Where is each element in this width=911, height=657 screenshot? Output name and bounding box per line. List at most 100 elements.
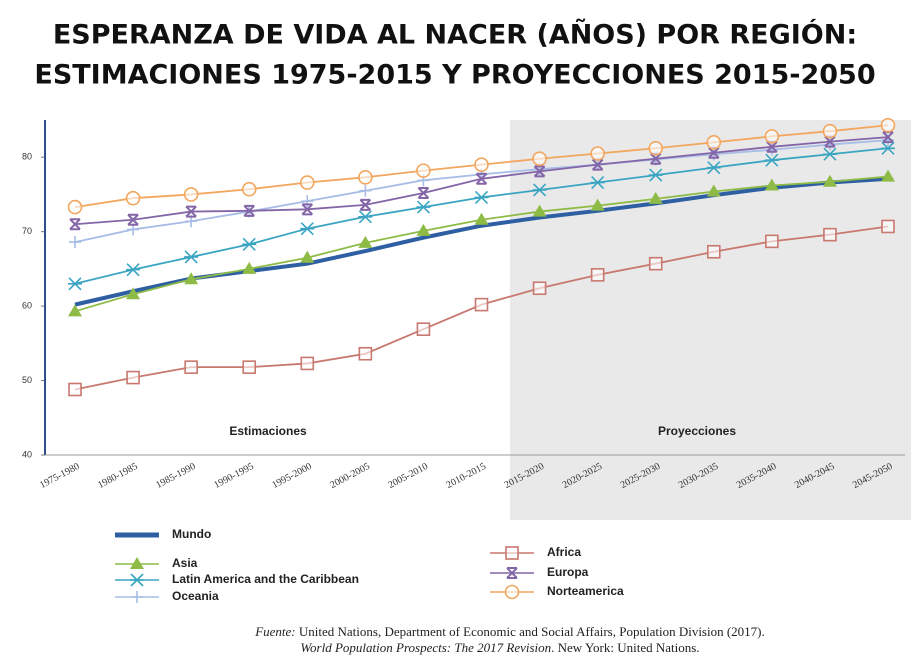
- marker-part: [301, 203, 313, 216]
- marker: [474, 157, 489, 172]
- marker-part: [823, 227, 837, 242]
- source-part: United Nations, Department of Economic a…: [296, 624, 765, 639]
- marker: [474, 212, 489, 225]
- marker-part: [590, 175, 605, 190]
- marker: [242, 360, 257, 374]
- marker: [358, 210, 373, 224]
- marker-part: [706, 135, 722, 150]
- marker-part: [474, 157, 489, 172]
- marker-part: [68, 304, 82, 317]
- marker-part: [590, 146, 605, 161]
- marker-part: [359, 198, 372, 211]
- marker-part: [882, 131, 894, 144]
- marker: [416, 200, 431, 214]
- marker-part: [532, 151, 547, 167]
- marker: [882, 131, 894, 144]
- x-tick-label: 2005-2010: [386, 461, 429, 491]
- marker: [358, 170, 373, 185]
- legend-label: Europa: [547, 565, 589, 579]
- marker: [706, 244, 721, 259]
- x-tick-label: 1995-2000: [270, 461, 313, 491]
- source-part: Fuente:: [254, 624, 295, 639]
- marker: [648, 256, 663, 271]
- marker-part: [706, 244, 721, 259]
- marker: [881, 141, 895, 155]
- source-part: . New York: United Nations.: [551, 640, 699, 655]
- marker-part: [130, 557, 144, 569]
- marker-part: [532, 204, 547, 217]
- x-tick-label: 2000-2005: [328, 461, 371, 491]
- marker: [69, 236, 81, 249]
- legend-label: Mundo: [172, 527, 211, 541]
- marker-part: [358, 346, 373, 361]
- marker: [127, 213, 139, 226]
- marker: [881, 169, 895, 182]
- marker-part: [242, 237, 257, 251]
- marker-part: [300, 250, 315, 263]
- marker: [823, 227, 837, 242]
- marker-part: [69, 236, 81, 249]
- legend-marker: [130, 573, 144, 587]
- marker: [881, 219, 895, 234]
- marker-part: [183, 187, 199, 202]
- marker-part: [358, 235, 373, 248]
- marker: [300, 250, 315, 263]
- marker: [126, 263, 141, 277]
- marker-part: [126, 370, 140, 385]
- marker-part: [474, 297, 489, 312]
- marker-part: [533, 165, 546, 178]
- marker-part: [184, 272, 199, 285]
- marker: [184, 272, 199, 285]
- legend-marker: [505, 546, 519, 560]
- marker-part: [706, 161, 721, 175]
- marker: [67, 199, 83, 215]
- marker-part: [881, 169, 895, 182]
- legend-marker: [506, 567, 518, 579]
- marker: [417, 186, 430, 199]
- marker-part: [184, 250, 199, 264]
- marker: [648, 140, 664, 156]
- legend-label: Oceania: [172, 589, 219, 603]
- marker: [242, 237, 257, 251]
- marker: [822, 174, 837, 187]
- marker-part: [243, 204, 255, 217]
- legend-label: Latin America and the Caribbean: [172, 572, 359, 586]
- marker: [590, 175, 605, 190]
- marker-part: [416, 322, 431, 336]
- marker: [590, 198, 605, 211]
- marker: [764, 153, 779, 167]
- marker-part: [416, 163, 431, 178]
- marker-part: [241, 181, 257, 197]
- x-tick-label: 1985-1990: [154, 461, 197, 491]
- marker: [822, 123, 838, 139]
- marker: [880, 117, 896, 133]
- marker-part: [765, 234, 779, 249]
- projection-area: [510, 120, 911, 520]
- marker-part: [299, 175, 315, 190]
- marker: [126, 370, 140, 385]
- marker-part: [648, 168, 663, 182]
- marker-part: [416, 200, 431, 214]
- marker-part: [822, 147, 837, 161]
- y-tick-label: 60: [22, 300, 32, 310]
- y-tick-label: 50: [22, 375, 32, 385]
- source: Fuente: United Nations, Department of Ec…: [254, 624, 765, 639]
- annotation: Estimaciones: [229, 424, 307, 438]
- legend-marker: [130, 557, 144, 569]
- marker-part: [300, 222, 315, 236]
- marker: [68, 304, 82, 317]
- marker-part: [532, 183, 547, 197]
- marker-part: [504, 584, 520, 600]
- marker: [126, 287, 141, 300]
- marker-part: [532, 281, 547, 296]
- marker-part: [416, 223, 431, 236]
- marker: [474, 297, 489, 312]
- marker-part: [125, 190, 141, 206]
- marker: [359, 184, 372, 197]
- marker: [183, 187, 199, 202]
- marker: [68, 277, 82, 291]
- marker-part: [359, 184, 372, 197]
- marker-part: [474, 212, 489, 225]
- marker-part: [505, 546, 519, 560]
- chart-title: ESTIMACIONES 1975-2015 Y PROYECCIONES 20…: [34, 60, 875, 91]
